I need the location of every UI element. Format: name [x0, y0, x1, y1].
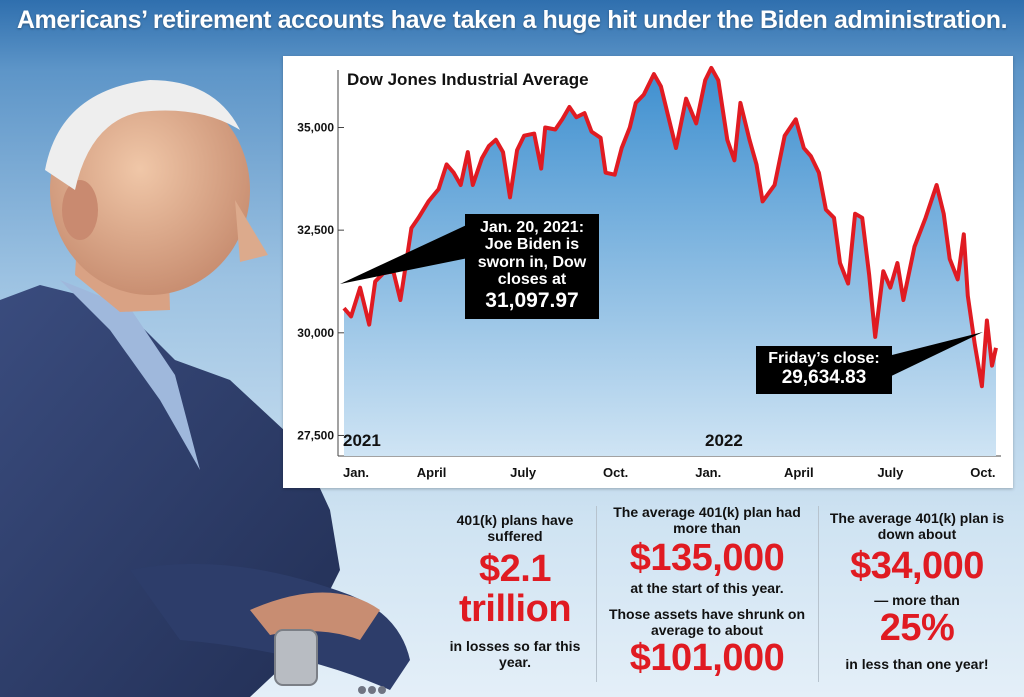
- x-tick-label: April: [417, 465, 447, 480]
- callout-biden-value: 31,097.97: [485, 289, 579, 313]
- stat-average-top: The average 401(k) plan had more than: [613, 504, 801, 537]
- stat-losses-amount: $2.1: [479, 548, 551, 591]
- callout-biden-line-1: Jan. 20, 2021:: [479, 219, 585, 236]
- y-tick-label: 35,000: [297, 120, 334, 134]
- stat-losses: 401(k) plans have suffered $2.1 trillion…: [440, 512, 590, 670]
- chart-title: Dow Jones Industrial Average: [347, 70, 589, 89]
- stat-average-plan: The average 401(k) plan had more than $1…: [603, 504, 811, 680]
- stat-losses-top: 401(k) plans have suffered: [456, 512, 574, 545]
- callout-friday-line: Friday’s close:: [768, 350, 880, 367]
- stat-drop-top: The average 401(k) plan is down about: [829, 510, 1005, 543]
- biden-photo: [0, 80, 410, 697]
- callout-friday-close: Friday’s close: 29,634.83: [756, 346, 892, 394]
- x-tick-label: Jan.: [343, 465, 369, 480]
- stat-drop-bottom: in less than one year!: [845, 655, 989, 672]
- x-tick-label: Oct.: [970, 465, 995, 480]
- stat-drop: The average 401(k) plan is down about $3…: [826, 510, 1008, 672]
- y-tick-label: 30,000: [297, 326, 334, 340]
- x-tick-label: July: [510, 465, 537, 480]
- callout-friday-pointer: [883, 332, 983, 380]
- callout-biden-line-3: sworn in, Dow: [477, 253, 587, 271]
- headline: Americans’ retirement accounts have take…: [16, 6, 1008, 34]
- callout-biden-inauguration: Jan. 20, 2021: Joe Biden is sworn in, Do…: [465, 214, 599, 319]
- callout-friday-value: 29,634.83: [781, 367, 867, 389]
- stat-divider-2: [818, 506, 819, 682]
- stat-drop-amount: $34,000: [850, 545, 984, 588]
- dow-jones-chart: Dow Jones Industrial Average 35,000 32,50…: [297, 65, 1001, 480]
- stat-average-start-note: at the start of this year.: [630, 579, 784, 596]
- y-tick-label: 32,500: [297, 223, 334, 237]
- dow-series-line: [342, 65, 998, 389]
- year-label-2022: 2022: [705, 431, 743, 450]
- stat-average-shrunk-note: Those assets have shrunk on average to a…: [608, 606, 806, 639]
- stat-losses-unit: trillion: [458, 588, 572, 631]
- stat-average-current-value: $101,000: [629, 637, 785, 680]
- year-label-2021: 2021: [343, 431, 381, 450]
- x-tick-label: Jan.: [695, 465, 721, 480]
- stat-drop-percent: 25%: [879, 607, 955, 650]
- callout-biden-pointer: [340, 222, 478, 284]
- y-tick-label: 27,500: [297, 428, 334, 442]
- callout-biden-line-2: Joe Biden is: [484, 236, 580, 254]
- x-tick-label: Oct.: [603, 465, 628, 480]
- stat-losses-bottom: in losses so far this year.: [449, 637, 581, 671]
- stat-divider-1: [596, 506, 597, 682]
- stat-drop-mid: — more than: [874, 591, 960, 608]
- stat-average-start-value: $135,000: [629, 537, 785, 580]
- chart-panel: Dow Jones Industrial Average 35,000 32,50…: [283, 56, 1013, 488]
- x-tick-label: April: [784, 465, 814, 480]
- callout-biden-line-4: closes at: [497, 270, 567, 288]
- x-tick-label: July: [877, 465, 904, 480]
